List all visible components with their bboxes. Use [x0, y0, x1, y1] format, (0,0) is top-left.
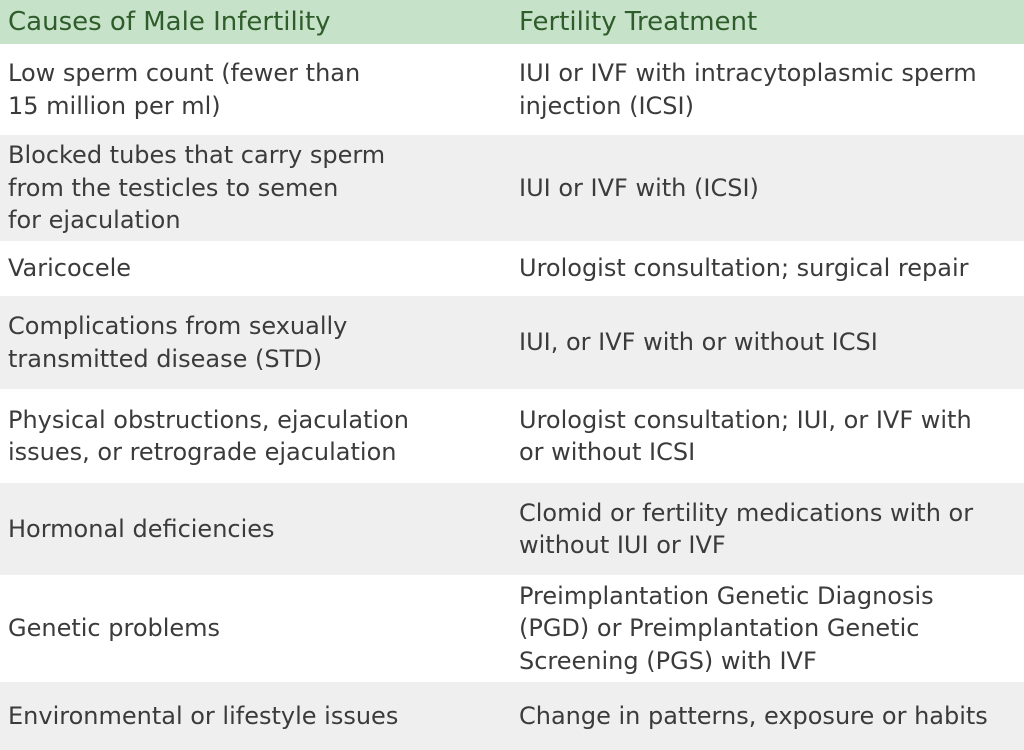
header-treatment: Fertility Treatment [519, 7, 758, 37]
table-row: Blocked tubes that carry sperm from the … [0, 135, 1024, 241]
treatment-cell: Change in patterns, exposure or habits [519, 701, 988, 730]
table-row: Complications from sexually transmitted … [0, 296, 1024, 389]
cause-cell: Physical obstructions, ejaculation issue… [8, 405, 409, 467]
table-row: Low sperm count (fewer than 15 million p… [0, 44, 1024, 135]
table-header: Causes of Male Infertility Fertility Tre… [0, 0, 1024, 44]
table-row: Environmental or lifestyle issues Change… [0, 682, 1024, 750]
treatment-cell: IUI, or IVF with or without ICSI [519, 328, 878, 357]
treatment-cell: Preimplantation Genetic Diagnosis (PGD) … [519, 581, 934, 675]
treatment-cell: IUI or IVF with (ICSI) [519, 173, 759, 202]
treatment-cell: Urologist consultation; surgical repair [519, 254, 969, 283]
table-row: Varicocele Urologist consultation; surgi… [0, 241, 1024, 296]
cause-cell: Complications from sexually transmitted … [8, 312, 348, 373]
table-row: Physical obstructions, ejaculation issue… [0, 389, 1024, 483]
table-row: Hormonal deficiencies Clomid or fertilit… [0, 483, 1024, 575]
cause-cell: Hormonal deficiencies [8, 514, 275, 543]
table-row: Genetic problems Preimplantation Genetic… [0, 575, 1024, 682]
cause-cell: Environmental or lifestyle issues [8, 701, 399, 730]
treatment-cell: Urologist consultation; IUI, or IVF with… [519, 405, 972, 467]
treatment-cell: IUI or IVF with intracytoplasmic sperm i… [519, 59, 977, 120]
cause-cell: Blocked tubes that carry sperm from the … [8, 141, 386, 235]
cause-cell: Genetic problems [8, 614, 221, 643]
header-causes: Causes of Male Infertility [8, 7, 331, 37]
cause-cell: Varicocele [8, 254, 132, 283]
treatment-cell: Clomid or fertility medications with or … [519, 498, 974, 560]
cause-cell: Low sperm count (fewer than 15 million p… [8, 59, 361, 120]
